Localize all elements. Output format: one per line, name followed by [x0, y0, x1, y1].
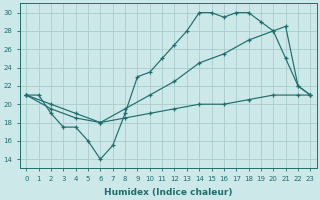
X-axis label: Humidex (Indice chaleur): Humidex (Indice chaleur) [104, 188, 233, 197]
